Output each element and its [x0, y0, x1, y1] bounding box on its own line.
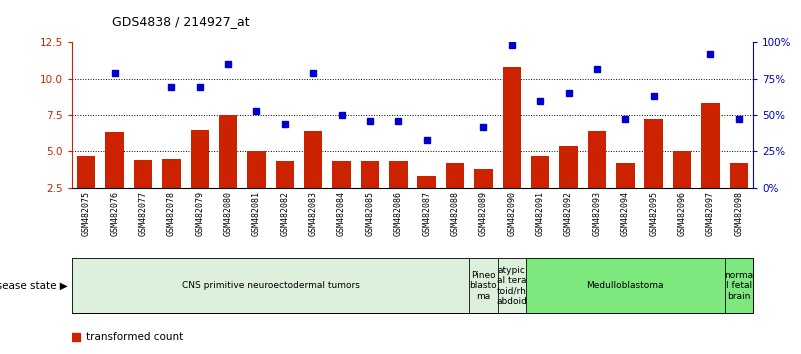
Bar [417, 176, 436, 224]
Text: GSM482082: GSM482082 [280, 191, 289, 236]
Bar [389, 161, 408, 224]
Text: GSM482075: GSM482075 [82, 191, 91, 236]
Bar [72, 258, 469, 313]
Bar [673, 152, 691, 224]
Text: GSM482097: GSM482097 [706, 191, 714, 236]
Text: Pineo
blasto
ma: Pineo blasto ma [469, 271, 497, 301]
Bar [276, 161, 294, 224]
Text: transformed count: transformed count [87, 332, 183, 342]
Text: GSM482087: GSM482087 [422, 191, 431, 236]
Bar [446, 163, 465, 224]
Text: GSM482081: GSM482081 [252, 191, 261, 236]
Text: GSM482098: GSM482098 [735, 191, 743, 236]
Text: GSM482079: GSM482079 [195, 191, 204, 236]
Bar [332, 161, 351, 224]
Bar [730, 163, 748, 224]
Bar [701, 103, 719, 224]
Bar [469, 258, 497, 313]
Text: disease state ▶: disease state ▶ [0, 281, 68, 291]
Text: GSM482078: GSM482078 [167, 191, 176, 236]
Text: GDS4838 / 214927_at: GDS4838 / 214927_at [112, 15, 250, 28]
Text: GSM482086: GSM482086 [394, 191, 403, 236]
Bar [304, 131, 323, 224]
Text: GSM482080: GSM482080 [223, 191, 232, 236]
Bar [526, 258, 725, 313]
Text: Medulloblastoma: Medulloblastoma [586, 281, 664, 290]
Bar [360, 161, 379, 224]
Bar [497, 258, 526, 313]
Text: GSM482077: GSM482077 [139, 191, 147, 236]
Text: GSM482095: GSM482095 [649, 191, 658, 236]
Text: GSM482093: GSM482093 [593, 191, 602, 236]
Text: GSM482096: GSM482096 [678, 191, 686, 236]
Bar [588, 131, 606, 224]
Bar [474, 169, 493, 224]
Bar [191, 130, 209, 224]
Text: norma
l fetal
brain: norma l fetal brain [724, 271, 753, 301]
Text: GSM482076: GSM482076 [111, 191, 119, 236]
Bar [502, 67, 521, 224]
Bar [616, 163, 634, 224]
Bar [248, 152, 266, 224]
Text: GSM482090: GSM482090 [507, 191, 517, 236]
Text: GSM482089: GSM482089 [479, 191, 488, 236]
Bar [559, 145, 578, 224]
Text: GSM482091: GSM482091 [536, 191, 545, 236]
Text: atypic
al tera
toid/rh
abdoid: atypic al tera toid/rh abdoid [497, 266, 527, 306]
Bar [106, 132, 124, 224]
Text: GSM482088: GSM482088 [451, 191, 460, 236]
Bar [134, 160, 152, 224]
Text: GSM482094: GSM482094 [621, 191, 630, 236]
Bar [77, 156, 95, 224]
Bar [219, 115, 237, 224]
Bar [645, 119, 663, 224]
Bar [725, 258, 753, 313]
Text: CNS primitive neuroectodermal tumors: CNS primitive neuroectodermal tumors [182, 281, 360, 290]
Bar [531, 156, 549, 224]
Text: GSM482083: GSM482083 [308, 191, 318, 236]
Text: GSM482092: GSM482092 [564, 191, 573, 236]
Text: GSM482084: GSM482084 [337, 191, 346, 236]
Text: GSM482085: GSM482085 [365, 191, 374, 236]
Bar [162, 159, 180, 224]
